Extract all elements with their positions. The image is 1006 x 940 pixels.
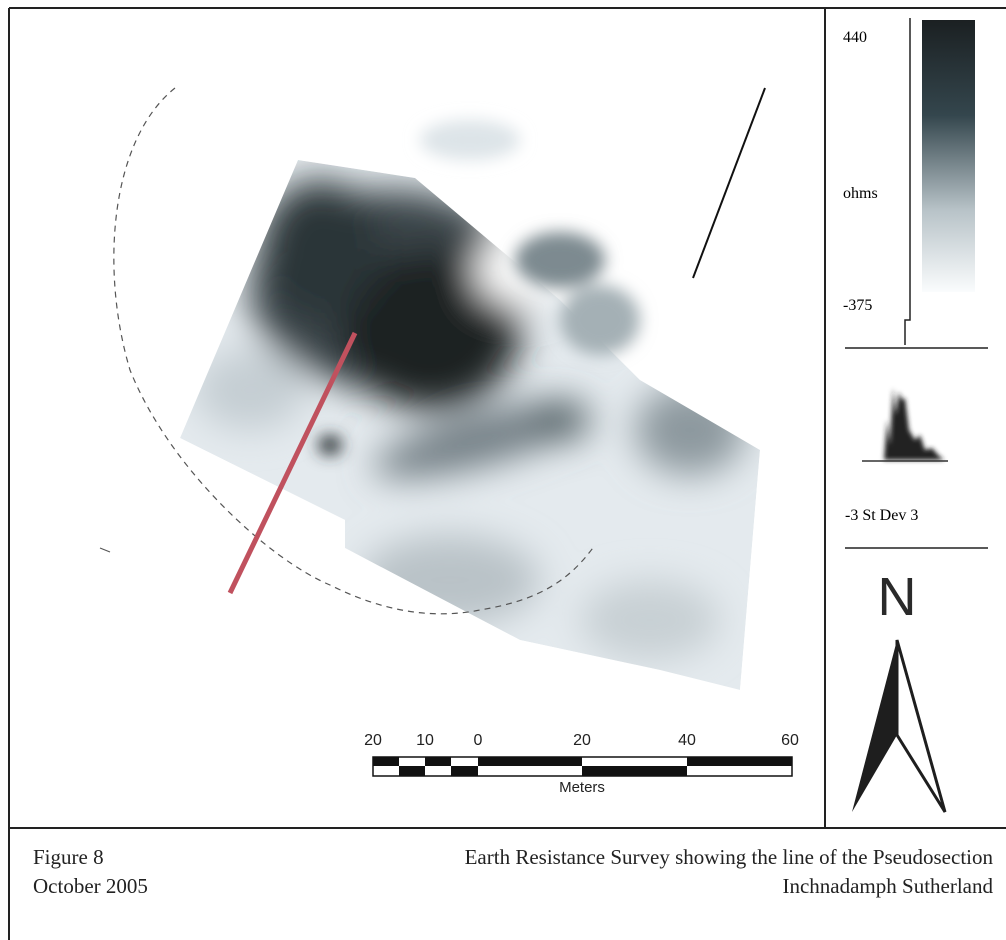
scale-tick-label: 0 <box>474 732 483 749</box>
scale-tick-label: 40 <box>678 732 696 749</box>
scale-tick-label: 20 <box>364 732 382 749</box>
scale-tick-label: 10 <box>416 732 434 749</box>
scale-tick-label: 20 <box>573 732 591 749</box>
legend: 440 ohms -375 -3 St Dev 3 <box>843 18 975 524</box>
figure-date: October 2005 <box>33 874 148 898</box>
figure-number: Figure 8 <box>33 845 104 869</box>
scale-unit: Meters <box>559 779 605 796</box>
legend-max: 440 <box>843 29 867 46</box>
histogram <box>865 388 944 460</box>
legend-unit: ohms <box>843 185 878 202</box>
figure-title: Earth Resistance Survey showing the line… <box>465 845 994 869</box>
survey-map <box>100 88 765 690</box>
legend-min: -375 <box>843 297 872 314</box>
page: 440 ohms -375 -3 St Dev 3 N 20 10 0 20 4… <box>0 0 1006 940</box>
caption: Figure 8 October 2005 Earth Resistance S… <box>33 845 993 898</box>
color-ramp <box>922 20 975 292</box>
figure-location: Inchnadamph Sutherland <box>782 874 993 898</box>
scale-bar: 20 10 0 20 40 60 Meters <box>364 732 799 796</box>
scale-tick-label: 60 <box>781 732 799 749</box>
north-label: N <box>878 567 917 627</box>
histogram-label: -3 St Dev 3 <box>845 507 918 524</box>
figure: 440 ohms -375 -3 St Dev 3 N 20 10 0 20 4… <box>0 0 1006 940</box>
north-arrow: N <box>852 567 945 812</box>
